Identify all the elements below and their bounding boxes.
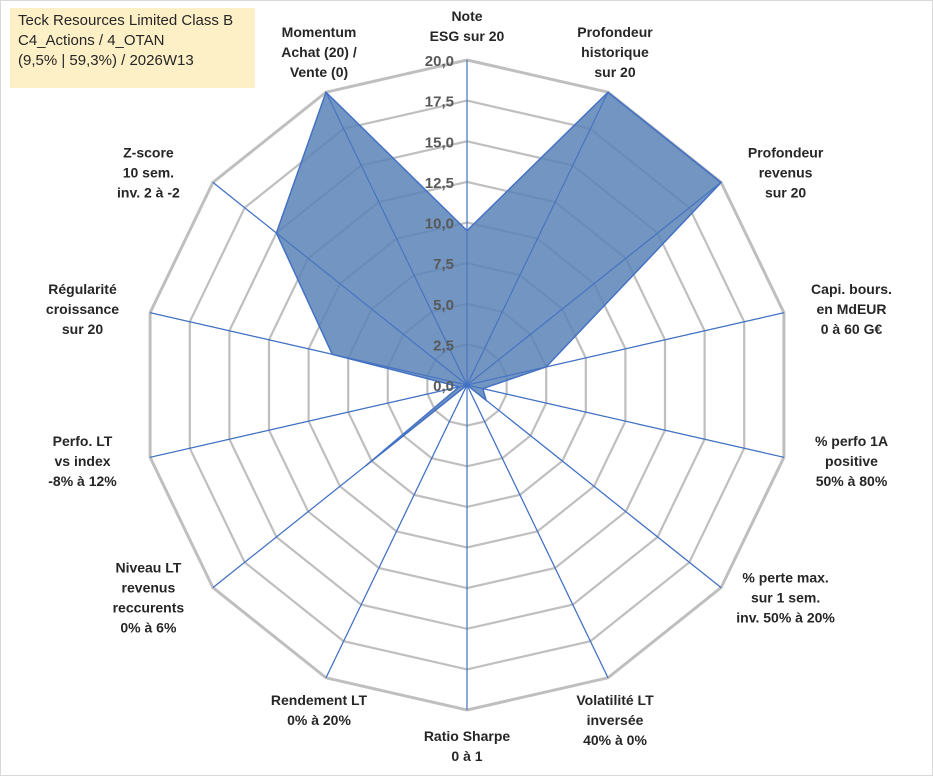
category-label-2-line-2: sur 20: [765, 184, 806, 200]
category-label-3: Capi. bours. en MdEUR 0 à 60 G€: [811, 281, 892, 337]
category-label-5-line-1: sur 1 sem.: [751, 590, 820, 606]
category-label-12-line-1: 10 sem.: [123, 164, 174, 180]
tick-label-8: 20,0: [425, 53, 454, 70]
category-label-10: Perfo. LT vs index -8% à 12%: [48, 433, 117, 489]
spoke-overlay-6: [466, 384, 609, 679]
category-label-11-line-0: Régularité: [48, 281, 117, 297]
category-label-4-line-2: 50% à 80%: [816, 473, 888, 489]
category-label-9-line-1: revenus: [122, 580, 176, 596]
category-label-6-line-0: Volatilité LT: [576, 692, 654, 708]
spoke-overlay-2: [466, 182, 722, 386]
category-label-4: % perfo 1A positive 50% à 80%: [815, 433, 888, 489]
category-label-8-line-1: 0% à 20%: [287, 712, 351, 728]
tick-label-1: 2,5: [433, 337, 454, 354]
category-label-13: Momentum Achat (20) / Vente (0): [281, 24, 357, 80]
category-label-10-line-1: vs index: [54, 453, 110, 469]
spoke-overlay-1: [466, 91, 609, 386]
category-label-11-line-1: croissance: [46, 301, 119, 317]
category-label-7-line-1: 0 à 1: [451, 748, 482, 764]
title-line-3: (9,5% | 59,3%) / 2026W13: [18, 52, 194, 69]
category-label-5: % perte max. sur 1 sem. inv. 50% à 20%: [736, 570, 835, 626]
category-label-12-line-0: Z-score: [123, 144, 174, 160]
category-label-11-line-2: sur 20: [62, 321, 103, 337]
category-label-10-line-2: -8% à 12%: [48, 473, 117, 489]
tick-label-3: 7,5: [433, 256, 454, 273]
spoke-overlay-13: [325, 91, 468, 386]
category-label-8: Rendement LT 0% à 20%: [271, 692, 368, 728]
radar-category-labels: Note ESG sur 20 Profondeur historique sur 20…: [46, 8, 892, 764]
category-label-6: Volatilité LT inversée 40% à 0%: [576, 692, 654, 748]
title-line-1: Teck Resources Limited Class B: [18, 12, 234, 29]
category-label-13-line-2: Vente (0): [290, 64, 348, 80]
spoke-overlay-10: [149, 384, 468, 458]
tick-label-7: 17,5: [425, 94, 454, 111]
category-label-3-line-2: 0 à 60 G€: [821, 321, 883, 337]
category-label-9-line-2: reccurents: [113, 600, 185, 616]
category-label-1-line-2: sur 20: [594, 64, 635, 80]
category-label-0-line-1: ESG sur 20: [430, 28, 505, 44]
spoke-overlay-8: [325, 384, 468, 679]
tick-label-5: 12,5: [425, 175, 454, 192]
category-label-4-line-1: positive: [825, 453, 878, 469]
category-label-1: Profondeur historique sur 20: [577, 24, 653, 80]
category-label-1-line-1: historique: [581, 44, 649, 60]
title-line-2: C4_Actions / 4_OTAN: [18, 32, 165, 49]
chart-title-box: Teck Resources Limited Class B C4_Action…: [10, 8, 255, 88]
category-label-5-line-2: inv. 50% à 20%: [736, 610, 835, 626]
tick-label-2: 5,0: [433, 297, 454, 314]
category-label-12-line-2: inv. 2 à -2: [117, 184, 180, 200]
category-label-7: Ratio Sharpe 0 à 1: [424, 728, 511, 764]
radar-series: [149, 60, 785, 710]
category-label-1-line-0: Profondeur: [577, 24, 653, 40]
tick-label-6: 15,0: [425, 134, 454, 151]
spoke-overlay-9: [212, 384, 468, 588]
category-label-12: Z-score 10 sem. inv. 2 à -2: [117, 144, 180, 200]
category-label-0: Note ESG sur 20: [430, 8, 505, 44]
radar-tick-labels: 0,0 2,5 5,0 7,5 10,0 12,5 15,0 17,5 20,0: [425, 53, 454, 395]
category-label-4-line-0: % perfo 1A: [815, 433, 888, 449]
spoke-overlay-5: [466, 384, 722, 588]
category-label-5-line-0: % perte max.: [742, 570, 828, 586]
spoke-overlay-3: [466, 312, 785, 386]
category-label-13-line-0: Momentum: [282, 24, 357, 40]
category-label-3-line-1: en MdEUR: [817, 301, 887, 317]
category-label-2-line-1: revenus: [759, 164, 813, 180]
category-label-6-line-2: 40% à 0%: [583, 732, 647, 748]
category-label-8-line-0: Rendement LT: [271, 692, 368, 708]
category-label-2-line-0: Profondeur: [748, 144, 824, 160]
category-label-7-line-0: Ratio Sharpe: [424, 728, 511, 744]
category-label-10-line-0: Perfo. LT: [53, 433, 113, 449]
category-label-13-line-1: Achat (20) /: [281, 44, 357, 60]
category-label-6-line-1: inversée: [587, 712, 644, 728]
spoke-overlay-11: [149, 312, 468, 386]
category-label-9-line-0: Niveau LT: [115, 560, 181, 576]
category-label-0-line-0: Note: [451, 8, 482, 24]
spoke-overlay-4: [466, 384, 785, 458]
tick-label-0: 0,0: [433, 378, 454, 395]
category-label-9-line-3: 0% à 6%: [120, 620, 177, 636]
category-label-3-line-0: Capi. bours.: [811, 281, 892, 297]
category-label-9: Niveau LT revenus reccurents 0% à 6%: [113, 560, 185, 636]
tick-label-4: 10,0: [425, 216, 454, 233]
category-label-11: Régularité croissance sur 20: [46, 281, 119, 337]
category-label-2: Profondeur revenus sur 20: [748, 144, 824, 200]
spoke-overlay-12: [212, 182, 468, 386]
